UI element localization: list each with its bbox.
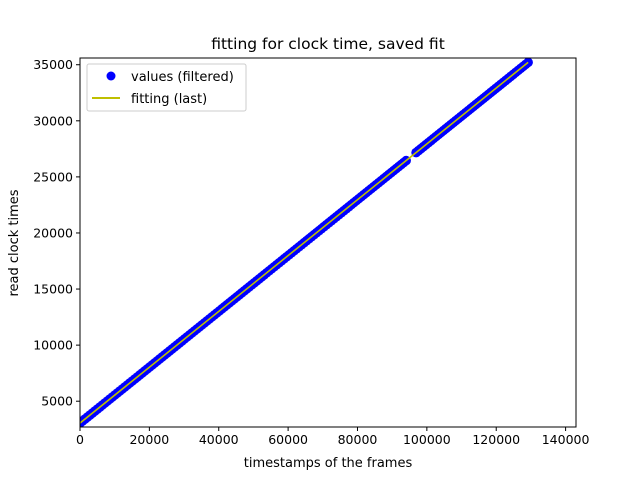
y-tick-label: 35000 bbox=[33, 57, 73, 72]
y-tick-label: 10000 bbox=[33, 338, 73, 353]
legend-label-fitting: fitting (last) bbox=[131, 92, 207, 107]
legend-label-values: values (filtered) bbox=[131, 70, 234, 85]
x-tick-label: 40000 bbox=[199, 432, 239, 447]
x-tick-label: 120000 bbox=[472, 432, 520, 447]
legend-box bbox=[86, 63, 247, 112]
x-tick-label: 0 bbox=[76, 432, 84, 447]
x-axis-ticks: 0 20000 40000 60000 80000 100000 120000 140000 bbox=[76, 427, 589, 447]
y-axis-label: read clock times bbox=[7, 189, 22, 296]
y-tick-label: 5000 bbox=[41, 394, 73, 409]
y-axis-ticks: 5000 10000 15000 20000 25000 30000 35000 bbox=[33, 57, 80, 409]
y-tick-label: 30000 bbox=[33, 113, 73, 128]
fit-line bbox=[80, 61, 529, 424]
y-tick-label: 25000 bbox=[33, 169, 73, 184]
x-tick-label: 80000 bbox=[338, 432, 378, 447]
legend: values (filtered) fitting (last) bbox=[86, 63, 247, 112]
y-tick-label: 15000 bbox=[33, 282, 73, 297]
x-tick-label: 20000 bbox=[129, 432, 169, 447]
legend-marker-values bbox=[106, 71, 116, 81]
plot-area bbox=[80, 58, 533, 427]
plot-frame bbox=[79, 57, 577, 428]
x-tick-label: 100000 bbox=[403, 432, 451, 447]
fit-series bbox=[80, 61, 529, 424]
x-axis-label: timestamps of the frames bbox=[244, 456, 413, 471]
x-tick-label: 140000 bbox=[542, 432, 590, 447]
chart-title: fitting for clock time, saved fit bbox=[211, 35, 445, 53]
x-tick-label: 60000 bbox=[268, 432, 308, 447]
y-tick-label: 20000 bbox=[33, 225, 73, 240]
